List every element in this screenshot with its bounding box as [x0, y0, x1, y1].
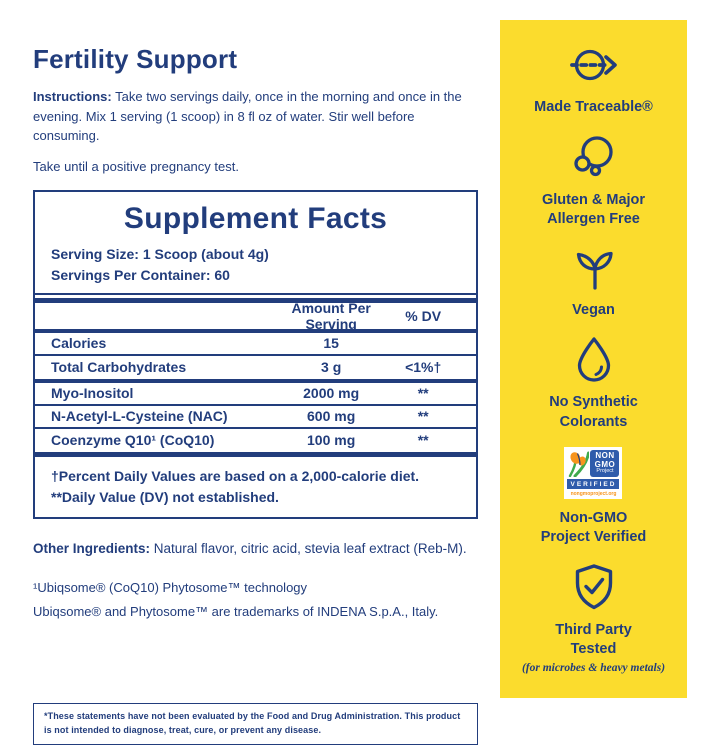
- column-header-amount: Amount Per Serving: [291, 299, 371, 332]
- servings-value: 60: [214, 266, 230, 283]
- row-dv: **: [417, 385, 429, 401]
- page-title: Fertility Support: [33, 44, 238, 74]
- vegan-sprout-icon: [570, 245, 618, 291]
- facts-footnotes: †Percent Daily Values are based on a 2,0…: [35, 457, 476, 517]
- badge-label: Third Party Tested: [555, 621, 632, 658]
- row-name: Coenzyme Q10¹ (CoQ10): [51, 432, 215, 448]
- column-header-dv: % DV: [405, 307, 442, 324]
- badge-label: Gluten & Major Allergen Free: [541, 191, 646, 228]
- badge-label: Non-GMO Project Verified: [540, 509, 647, 546]
- badge-made-traceable: Made Traceable®: [534, 42, 653, 118]
- serving-size-label: Serving Size:: [51, 245, 139, 262]
- table-row-total-carbohydrates: Total Carbohydrates 3 g <1%†: [35, 356, 476, 379]
- certification-sidebar: Made Traceable® Gluten & Major Allergen …: [500, 20, 687, 698]
- footnote-daily-values: †Percent Daily Values are based on a 2,0…: [51, 467, 420, 484]
- badge-text-verified: VERIFIED: [567, 479, 620, 490]
- serving-size-value: 1 Scoop (about 4g): [142, 245, 269, 262]
- facts-title: Supplement Facts: [123, 201, 388, 235]
- other-ingredients-line: Other Ingredients: Natural flavor, citri…: [33, 541, 478, 556]
- instructions-label: Instructions:: [33, 89, 112, 104]
- instructions-text: Instructions: Take two servings daily, o…: [33, 87, 478, 146]
- thick-divider: [35, 297, 476, 303]
- row-amount: 600 mg: [307, 408, 356, 424]
- shield-check-icon: [571, 563, 617, 611]
- row-dv: **: [417, 432, 429, 448]
- non-gmo-project-badge: NON GMO Project VERIFIED nongmoproject.o…: [564, 447, 623, 499]
- table-row-nac: N-Acetyl-L-Cysteine (NAC) 600 mg **: [35, 406, 476, 429]
- allergen-free-icon: [570, 133, 618, 181]
- facts-header-section: Supplement Facts Serving Size: 1 Scoop (…: [35, 192, 476, 295]
- row-dv: <1%†: [405, 359, 442, 375]
- badge-sublabel: (for microbes & heavy metals): [521, 661, 666, 674]
- other-ingredients-label: Other Ingredients:: [33, 540, 151, 556]
- trademark-attribution-note: Ubiqsome® and Phytosome™ are trademarks …: [33, 603, 439, 619]
- thick-divider: [35, 378, 476, 383]
- row-dv: **: [417, 408, 429, 424]
- badge-text-non: NON: [595, 451, 615, 461]
- row-amount: 100 mg: [307, 432, 356, 448]
- row-name: Calories: [51, 335, 107, 351]
- traceable-icon: [568, 42, 620, 88]
- butterfly-icon: [567, 450, 590, 478]
- non-gmo-badge-wordmark: NON GMO Project: [590, 450, 620, 478]
- row-name: N-Acetyl-L-Cysteine (NAC): [51, 408, 228, 424]
- badge-text-project: Project: [596, 468, 614, 475]
- footnote-dv-not-established: **Daily Value (DV) not established.: [51, 489, 279, 506]
- label-main-content: Fertility Support Instructions: Take two…: [33, 0, 478, 745]
- badge-non-gmo: NON GMO Project VERIFIED nongmoproject.o…: [540, 447, 647, 548]
- badge-no-synthetic-colorants: No Synthetic Colorants: [549, 335, 638, 432]
- supplement-facts-panel: Supplement Facts Serving Size: 1 Scoop (…: [33, 189, 478, 519]
- thick-divider: [35, 328, 476, 333]
- badge-allergen-free: Gluten & Major Allergen Free: [542, 133, 645, 230]
- badge-third-party-tested: Third Party Tested (for microbes & heavy…: [522, 563, 665, 674]
- no-colorants-droplet-icon: [572, 335, 616, 383]
- row-amount: 3 g: [321, 359, 342, 375]
- badge-text-gmo: GMO: [594, 459, 616, 469]
- servings-label: Servings Per Container:: [51, 266, 211, 283]
- row-name: Total Carbohydrates: [51, 359, 187, 375]
- badge-label: Made Traceable®: [534, 99, 653, 115]
- non-gmo-badge-top: NON GMO Project: [567, 450, 620, 478]
- facts-column-header-row: Amount Per Serving % DV: [35, 299, 476, 332]
- servings-per-container-line: Servings Per Container: 60: [51, 267, 460, 283]
- other-ingredients-text: Natural flavor, citric acid, stevia leaf…: [153, 540, 467, 556]
- instructions-body: Take two servings daily, once in the mor…: [33, 89, 462, 143]
- badge-label: Vegan: [572, 301, 615, 318]
- fda-disclaimer-box: *These statements have not been evaluate…: [33, 702, 478, 745]
- row-amount: 15: [323, 335, 339, 351]
- thick-divider: [35, 451, 476, 457]
- table-row-myo-inositol: Myo-Inositol 2000 mg **: [35, 383, 476, 406]
- table-row-calories: Calories 15: [35, 333, 476, 356]
- row-amount: 2000 mg: [303, 385, 360, 401]
- badge-label: No Synthetic Colorants: [549, 394, 638, 430]
- row-name: Myo-Inositol: [51, 385, 134, 401]
- ubiqsome-technology-note: ¹Ubiqsome® (CoQ10) Phytosome™ technology: [33, 579, 308, 595]
- table-row-coq10: Coenzyme Q10¹ (CoQ10) 100 mg **: [35, 429, 476, 452]
- usage-note: Take until a positive pregnancy test.: [33, 158, 239, 174]
- badge-text-url: nongmoproject.org: [570, 490, 617, 497]
- serving-size-line: Serving Size: 1 Scoop (about 4g): [51, 246, 460, 262]
- badge-vegan: Vegan: [570, 245, 618, 321]
